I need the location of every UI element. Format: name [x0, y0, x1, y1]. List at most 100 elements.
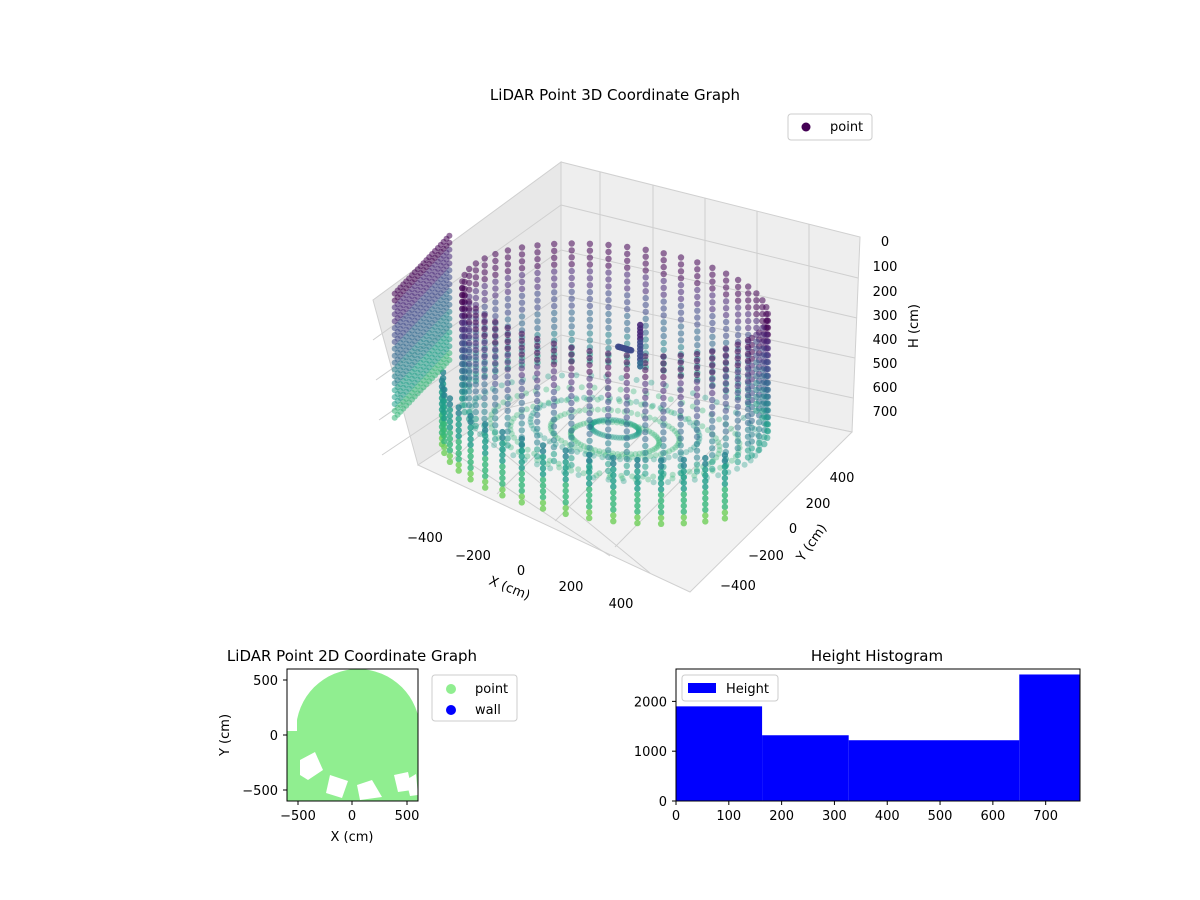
point-marker-1268 — [693, 364, 701, 372]
point-marker-1293 — [709, 410, 716, 417]
point-marker-454 — [755, 439, 763, 447]
point-marker-751 — [586, 288, 594, 296]
point-marker-1418 — [467, 424, 474, 431]
point-marker-799 — [534, 249, 541, 256]
point-marker-1551 — [702, 472, 709, 479]
point-marker-1129 — [550, 388, 558, 396]
histogram-bar-3 — [1019, 674, 1080, 801]
point-marker-661 — [677, 302, 685, 309]
point-marker-1035 — [481, 332, 488, 340]
point-marker-872 — [481, 269, 488, 276]
point-marker-366 — [629, 454, 636, 461]
point-marker-418 — [717, 464, 724, 471]
point-marker-754 — [586, 309, 594, 316]
point-marker-1456 — [518, 458, 525, 466]
point-marker-715 — [624, 292, 631, 299]
point-marker-299 — [524, 453, 531, 460]
point-marker-1105 — [534, 342, 541, 350]
z3d-label: H (cm) — [907, 304, 922, 348]
point-marker-1203 — [623, 414, 630, 421]
point-marker-1238 — [660, 408, 667, 415]
point-marker-1438 — [482, 478, 489, 485]
point-marker-736 — [605, 310, 612, 318]
point-marker-1051 — [492, 325, 499, 332]
point-marker-1290 — [709, 389, 716, 397]
point-marker-640 — [694, 286, 701, 294]
y2d-ticks — [283, 679, 287, 791]
histogram-y-tick-1: 1000 — [634, 745, 667, 760]
point-marker-1108 — [534, 363, 541, 370]
point-marker-1214 — [642, 366, 649, 374]
point-marker-1072 — [504, 352, 511, 359]
point-marker-156 — [594, 406, 601, 413]
point-marker-1434 — [482, 455, 489, 462]
point-marker-989 — [461, 367, 468, 374]
point-marker-1522 — [634, 514, 641, 521]
point-marker-1185 — [605, 412, 612, 419]
point-marker-1432 — [482, 444, 489, 451]
point-marker-726 — [605, 241, 612, 249]
point-marker-1233 — [660, 373, 667, 381]
point-marker-416 — [683, 449, 690, 456]
point-marker-745 — [586, 247, 594, 254]
point-marker-1011 — [465, 402, 473, 409]
y3d-tick-4: 400 — [830, 471, 855, 486]
point-marker-1094 — [518, 385, 525, 393]
point-marker-1412 — [455, 450, 462, 457]
point-marker-1309 — [722, 393, 729, 401]
histogram-x-tick-7: 700 — [1033, 809, 1058, 824]
point-marker-834 — [504, 247, 512, 254]
point-marker-1502 — [610, 466, 617, 473]
z3d-tick-0: 0 — [881, 235, 889, 250]
point-marker-1182 — [605, 391, 612, 399]
point-marker-89 — [699, 407, 706, 414]
plot2d-title: LiDAR Point 2D Coordinate Graph — [227, 647, 477, 665]
y2d-tick-1: 0 — [270, 729, 278, 744]
point-marker-1053 — [492, 339, 499, 346]
point-marker-343 — [610, 434, 617, 441]
point-marker-1511 — [610, 518, 617, 525]
point-marker-609 — [722, 332, 730, 339]
point-marker-46 — [715, 439, 722, 446]
point-marker-1261 — [677, 442, 684, 449]
point-marker-1095 — [518, 392, 525, 400]
point-marker-542 — [759, 393, 766, 401]
point-marker-1479 — [562, 464, 569, 472]
plot3d-legend-label: point — [830, 120, 863, 135]
point-marker-988 — [461, 360, 468, 367]
point-marker-1521 — [634, 508, 641, 515]
point-marker-125 — [648, 379, 655, 386]
point-marker-1 — [651, 446, 658, 452]
point-marker-875 — [481, 289, 488, 297]
point-marker-1408 — [455, 427, 462, 434]
point-marker-749 — [586, 275, 594, 282]
legend-marker-wall — [446, 705, 456, 715]
point-marker-601 — [722, 277, 730, 284]
plot3d-title: LiDAR Point 3D Coordinate Graph — [490, 86, 740, 104]
point-marker-1088 — [518, 344, 525, 351]
point-marker-140 — [610, 417, 617, 424]
point-marker-308 — [599, 431, 605, 438]
point-marker-1316 — [722, 442, 729, 449]
point-marker-744 — [586, 240, 594, 247]
point-marker-1339 — [744, 343, 752, 351]
point-marker-1288 — [709, 376, 716, 383]
point-marker-733 — [605, 290, 612, 297]
point-marker-1197 — [623, 372, 630, 380]
point-marker-539 — [759, 373, 766, 380]
point-marker-452 — [755, 426, 763, 433]
point-marker-1312 — [722, 414, 729, 421]
point-marker-1212 — [642, 353, 649, 360]
point-marker-413 — [632, 432, 639, 439]
point-marker-361 — [629, 473, 636, 480]
point-marker-1311 — [722, 407, 729, 414]
point-marker-314 — [534, 461, 540, 468]
point-marker-1287 — [709, 369, 716, 376]
point-marker-1077 — [504, 386, 511, 394]
point-marker-1506 — [610, 489, 617, 496]
point-marker-1380 — [441, 386, 448, 393]
point-marker-713 — [624, 278, 631, 285]
point-marker-284 — [524, 446, 531, 453]
point-marker-780 — [551, 240, 558, 248]
point-marker-1549 — [702, 460, 709, 468]
